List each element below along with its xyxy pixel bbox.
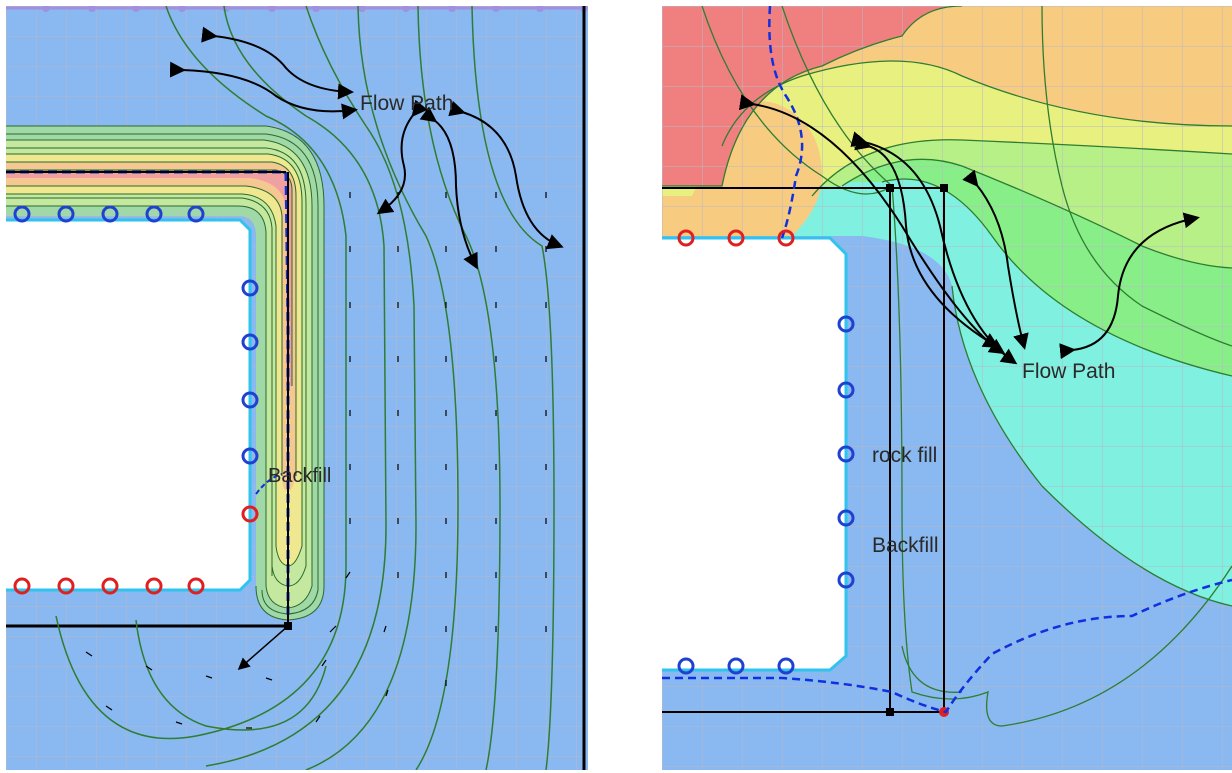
concrete-structure	[662, 238, 846, 670]
backfill-label: Backfill	[268, 465, 331, 487]
phreatic-line-short	[255, 473, 283, 495]
seepage-face-nodes	[13, 505, 259, 595]
left-model-canvas: Flow Path Backfill	[6, 6, 588, 770]
top-boundary-nodes	[42, 6, 588, 12]
rock-fill-label: rock fill	[872, 444, 937, 467]
exit-velocity-arrow	[237, 625, 289, 670]
concrete-structure	[6, 220, 250, 590]
flow-path-label: Flow Path	[360, 92, 453, 115]
flow-path-arrows	[169, 26, 564, 270]
left-seepage-model: Flow Path Backfill	[6, 6, 588, 770]
right-seepage-model: Flow Path rock fill Backfill	[662, 6, 1232, 770]
flow-path-label: Flow Path	[1022, 360, 1115, 383]
right-model-canvas: Flow Path rock fill Backfill	[662, 6, 1232, 770]
backfill-label: Backfill	[872, 534, 939, 557]
flow-path-arrows	[738, 94, 1200, 365]
phreatic-lines	[662, 6, 1232, 714]
head-boundary-nodes	[13, 205, 259, 465]
